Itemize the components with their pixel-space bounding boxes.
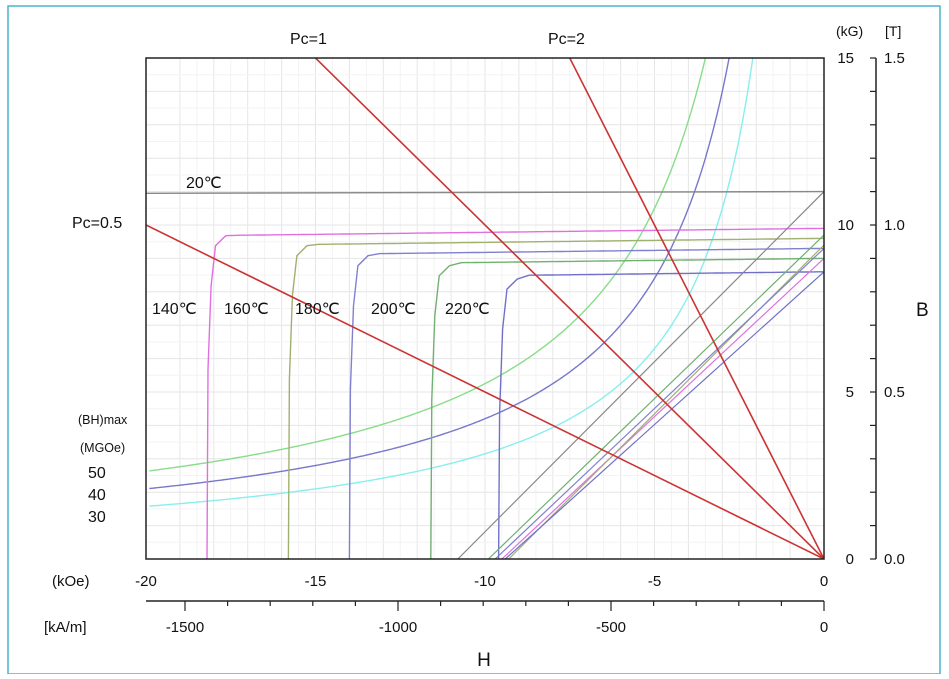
bhmax-curve-40 — [149, 58, 730, 490]
recoil-line — [457, 191, 824, 559]
recoil-line — [494, 247, 824, 559]
demag-curve-200℃ — [430, 257, 824, 559]
demag-curve-220℃ — [497, 271, 824, 559]
x-tick-label-koe: -15 — [305, 573, 327, 590]
plot-area-border — [145, 57, 825, 560]
y-axis-title: B — [916, 300, 929, 321]
curves — [146, 58, 824, 559]
x-tick-label-koe: 0 — [820, 573, 828, 590]
demag-curve-label: 20℃ — [186, 175, 222, 192]
y-tick-label-kg: 5 — [846, 384, 854, 401]
x-tick-label-kam: -1500 — [166, 619, 204, 636]
bhmax-curve-50 — [149, 58, 707, 472]
x-tick-label-kam: -500 — [596, 619, 626, 636]
recoil-line — [487, 234, 824, 559]
demag-curve-label: 140℃ — [152, 301, 197, 318]
demag-curve-label: 180℃ — [295, 301, 340, 318]
demag-curve-label: 160℃ — [224, 301, 269, 318]
load-line-Pc=2 — [568, 58, 824, 559]
y-unit-secondary: [T] — [885, 23, 901, 39]
bhmax-curve-label: 30 — [88, 509, 106, 526]
y-tick-label-kg: 0 — [846, 551, 854, 568]
axes: -20 -15 -10 -5 0 -1500 -1000 -500 0 0 5 10 15 0.0 0.5 1… — [135, 50, 905, 636]
curve-labels: 20℃ 140℃ 160℃ 180℃ 200℃ 220℃ 50 40 30 Pc=0.5 Pc=1 P… — [72, 31, 585, 526]
y-tick-label-t: 0.0 — [884, 551, 905, 568]
grid — [146, 58, 824, 559]
y-tick-label-kg: 10 — [837, 217, 854, 234]
x-tick-label-koe: -5 — [648, 573, 661, 590]
demag-curve-label: 200℃ — [371, 301, 416, 318]
load-line-Pc=0.5 — [146, 224, 824, 559]
load-line-Pc=1 — [314, 58, 824, 559]
x-tick-label-koe: -10 — [474, 573, 496, 590]
load-line-label: Pc=0.5 — [72, 215, 122, 232]
bhmax-curve-30 — [149, 58, 754, 507]
y-unit-primary: (kG) — [836, 23, 863, 39]
x-tick-label-kam: -1000 — [379, 619, 417, 636]
bhmax-curve-label: 50 — [88, 465, 106, 482]
recoil-line — [501, 257, 824, 559]
load-line-label: Pc=2 — [548, 31, 585, 48]
load-line-label: Pc=1 — [290, 31, 327, 48]
recoil-line — [504, 271, 824, 559]
demag-curve-label: 220℃ — [445, 301, 490, 318]
x-tick-label-kam: 0 — [820, 619, 828, 636]
x-axis-title: H — [477, 650, 491, 671]
x-tick-label-koe: -20 — [135, 573, 157, 590]
y-tick-label-kg: 15 — [837, 50, 854, 67]
demag-curve-140℃ — [206, 227, 824, 559]
y-tick-label-t: 1.0 — [884, 217, 905, 234]
bhmax-label: (BH)max — [78, 413, 128, 427]
x-unit-secondary: [kA/m] — [44, 619, 87, 636]
demag-curve-160℃ — [287, 237, 824, 559]
demag-curve-20℃ — [146, 190, 824, 194]
bhmax-unit-label: (MGOe) — [80, 441, 125, 455]
bhmax-curve-label: 40 — [88, 487, 106, 504]
demag-curve-180℃ — [348, 247, 824, 559]
x-unit-primary: (kOe) — [52, 573, 90, 590]
y-tick-label-t: 1.5 — [884, 50, 905, 67]
y-tick-label-t: 0.5 — [884, 384, 905, 401]
